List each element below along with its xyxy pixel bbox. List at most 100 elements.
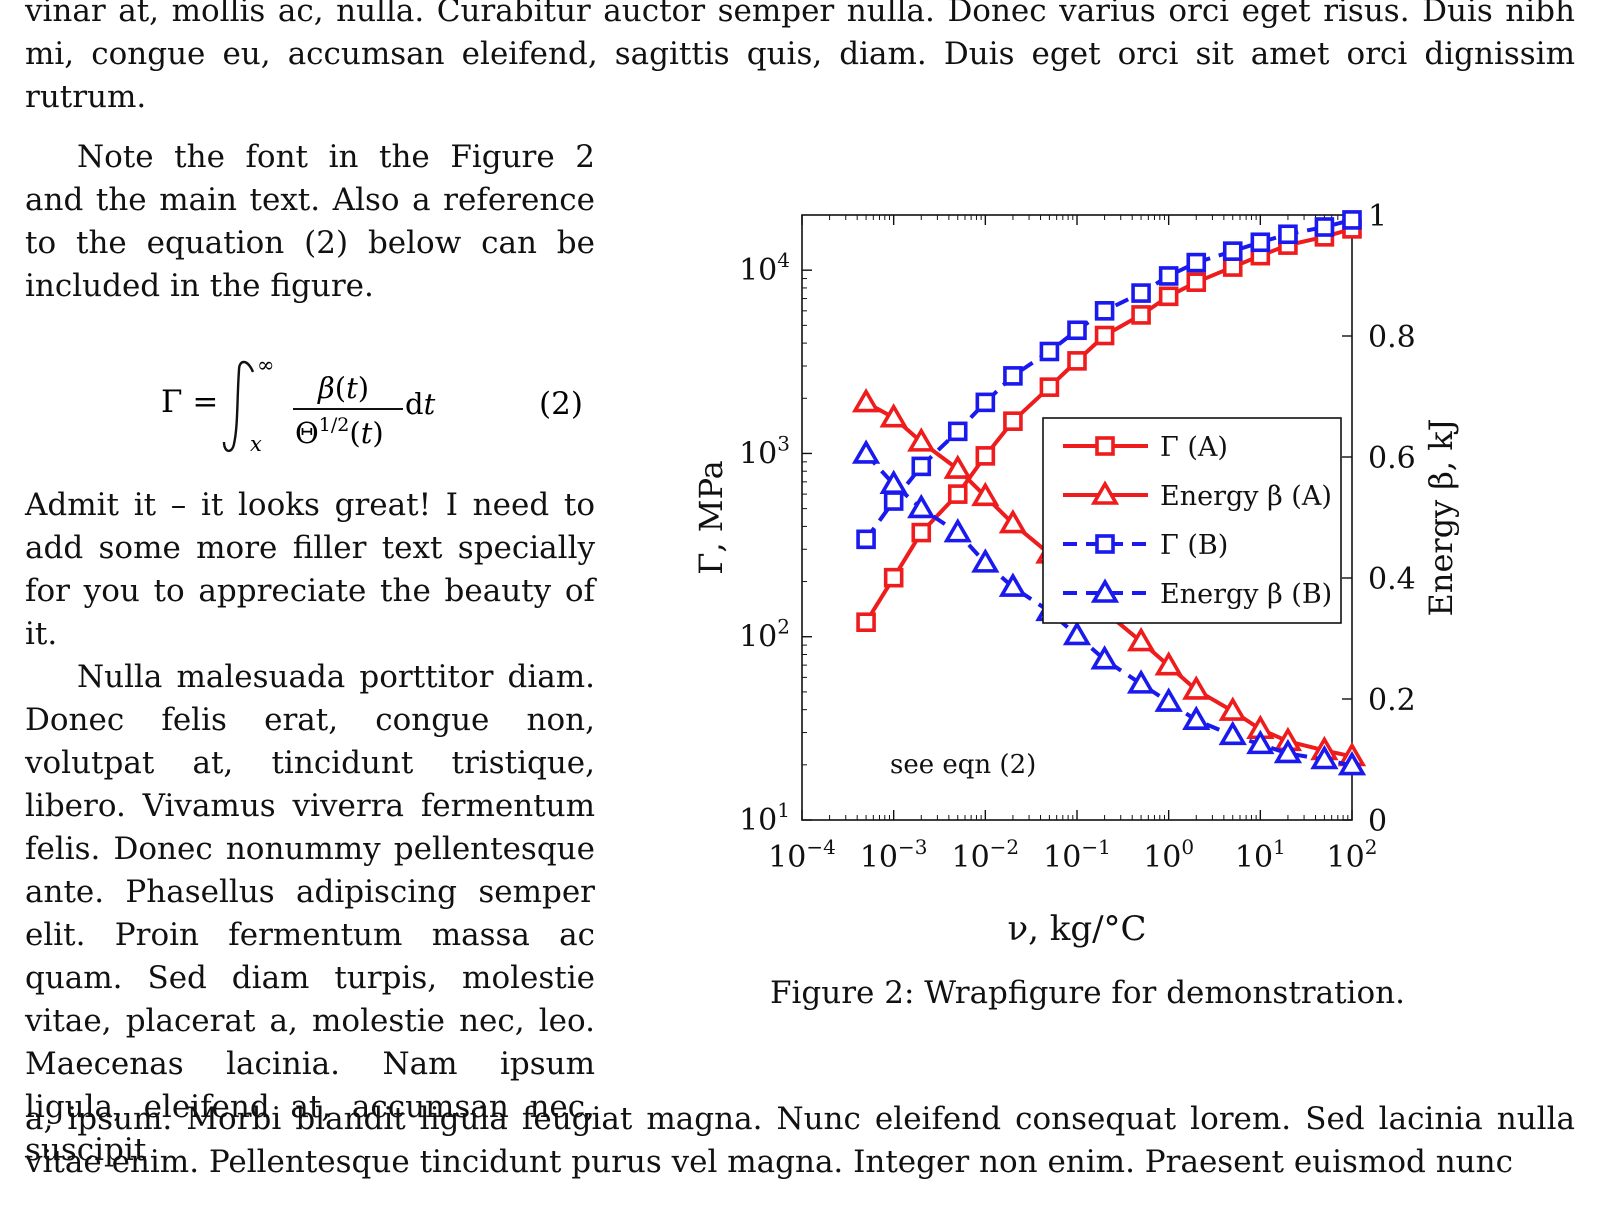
legend-marker <box>1090 480 1120 505</box>
data-point <box>856 612 876 633</box>
legend: Γ (A) Energy β (A) Γ (B) Energy β (B) <box>1042 417 1342 624</box>
data-point <box>1094 325 1115 346</box>
x-tick-label: 102 <box>1327 835 1378 875</box>
series-3 <box>856 210 1362 550</box>
data-point <box>998 508 1028 534</box>
data-point <box>1337 750 1367 776</box>
data-point <box>1182 705 1211 730</box>
x-tick-label: 10−2 <box>951 835 1019 875</box>
y-right-tick-label: 0.6 <box>1368 441 1416 476</box>
fraction-denominator: Θ1/2(t) <box>295 414 384 450</box>
integral-upper-limit: ∞ <box>257 353 275 377</box>
data-point <box>1222 257 1243 277</box>
paragraph-admit: Admit it – it looks great! I need to add… <box>25 487 595 652</box>
data-point <box>1186 272 1207 292</box>
chart: 10−4 10−3 10−2 10−1 100 101 102 101 102 103 104 0 0.… <box>692 199 1460 949</box>
data-point <box>879 403 908 428</box>
integral-lower-limit: x <box>250 432 262 456</box>
y-right-tick-label: 0.4 <box>1368 562 1416 597</box>
x-tick-label: 10−3 <box>860 835 928 875</box>
data-point <box>1218 696 1247 721</box>
x-tick-label: 101 <box>1235 835 1286 875</box>
data-point <box>1039 341 1060 362</box>
data-point <box>879 469 908 495</box>
data-point <box>1067 320 1087 341</box>
data-point <box>1154 651 1183 676</box>
y-left-tick-label: 104 <box>739 248 790 288</box>
data-point <box>1126 626 1156 652</box>
data-point <box>1158 266 1179 286</box>
data-point <box>851 387 881 413</box>
figure-2: 10−4 10−3 10−2 10−1 100 101 102 101 102 103 104 0 0.… <box>680 190 1580 1090</box>
data-point <box>1090 645 1119 670</box>
data-point <box>1158 286 1179 307</box>
data-point <box>947 421 968 442</box>
x-tick-label: 100 <box>1143 835 1194 875</box>
paragraph-note: Note the font in the Figure 2 and the ma… <box>25 139 595 304</box>
y-left-tick-label: 103 <box>739 431 790 471</box>
x-axis-title: ν, kg/°C <box>1007 909 1146 949</box>
chart-annotation: see eqn (2) <box>890 750 1036 780</box>
fraction-numerator: β(t) <box>317 371 369 405</box>
data-point <box>943 454 972 479</box>
equation-number: (2) <box>539 386 583 422</box>
data-point <box>1186 252 1207 273</box>
data-point <box>883 491 904 511</box>
legend-marker <box>1090 578 1120 603</box>
data-point <box>1067 351 1087 371</box>
data-point <box>1342 210 1362 230</box>
legend-marker <box>1095 436 1115 456</box>
data-point <box>1062 620 1092 646</box>
legend-label: Energy β (A) <box>1160 481 1332 512</box>
y-left-tick-label: 102 <box>739 615 790 655</box>
data-point <box>1246 729 1275 755</box>
data-point <box>907 427 936 452</box>
data-point <box>883 567 904 588</box>
data-point <box>1039 377 1060 397</box>
data-point <box>975 392 996 413</box>
data-point <box>1222 241 1243 261</box>
y-right-tick-label: 0.2 <box>1368 683 1416 718</box>
data-point <box>943 518 972 543</box>
equation-lhs: Γ = <box>161 384 218 420</box>
y-left-axis-title: Γ, MPa <box>692 460 730 574</box>
data-point <box>971 481 1000 507</box>
data-point <box>1273 738 1303 764</box>
data-point <box>1003 366 1023 386</box>
figure-caption: Figure 2: Wrapfigure for demonstration. <box>770 975 1405 1011</box>
y-axis-left: 101 102 103 104 <box>739 214 812 838</box>
x-tick-label: 10−1 <box>1043 835 1111 875</box>
data-point <box>911 456 932 477</box>
data-point <box>998 572 1028 597</box>
legend-marker <box>1095 534 1115 554</box>
data-point <box>1250 232 1271 253</box>
x-axis: 10−4 10−3 10−2 10−1 100 101 102 <box>768 215 1377 875</box>
data-point <box>1154 687 1183 712</box>
y-axis-right: 0 0.2 0.4 0.6 0.8 1 <box>1342 199 1416 839</box>
data-point <box>911 522 932 543</box>
equation-2: Γ = ∞ x β(t) Θ1/2(t) dt (2) <box>161 353 583 456</box>
y-left-tick-label: 101 <box>739 798 790 838</box>
integral-sign <box>222 360 255 453</box>
y-right-tick-label: 0.8 <box>1368 320 1416 355</box>
differential: dt <box>405 387 436 421</box>
data-point <box>1218 720 1247 746</box>
data-point <box>971 548 1000 573</box>
data-point <box>1278 224 1298 245</box>
y-right-tick-label: 1 <box>1368 199 1387 234</box>
legend-label: Energy β (B) <box>1160 579 1332 610</box>
data-point <box>1094 301 1115 321</box>
paragraph-nulla: Nulla malesuada porttitor diam. Donec fe… <box>25 659 595 1168</box>
data-point <box>947 484 968 504</box>
legend-box <box>1042 417 1342 624</box>
legend-label: Γ (A) <box>1160 432 1228 463</box>
data-point <box>1310 744 1339 770</box>
data-point <box>975 446 996 466</box>
left-column: Note the font in the Figure 2 and the ma… <box>25 136 595 1172</box>
data-point <box>1182 675 1211 700</box>
data-point <box>856 529 876 550</box>
y-right-axis-title: Energy β, kJ <box>1422 419 1460 617</box>
data-point <box>851 439 881 464</box>
data-point <box>1314 217 1335 237</box>
